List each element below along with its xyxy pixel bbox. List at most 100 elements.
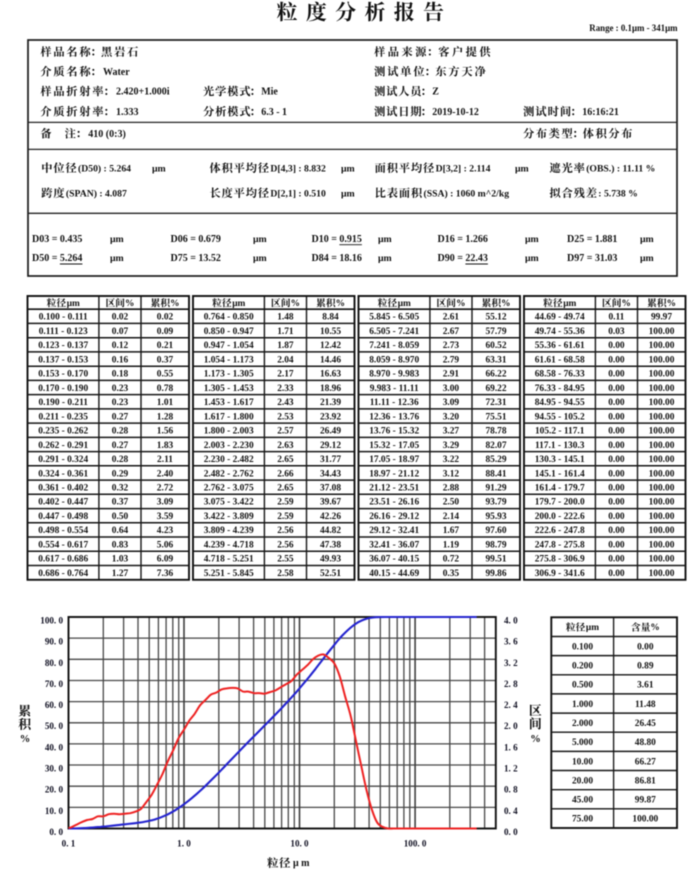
svg-text:(OBS.) : 11.11 %: (OBS.) : 11.11 % [586,163,655,174]
svg-text:66.27: 66.27 [635,757,656,767]
svg-text:4. 0: 4. 0 [504,616,518,626]
svg-text:0.00: 0.00 [608,484,625,494]
svg-text:%: % [530,734,541,745]
svg-text:D84 = 18.16: D84 = 18.16 [312,253,362,264]
svg-text:0.211 - 0.235: 0.211 - 0.235 [38,412,88,422]
svg-text:26.16 - 29.12: 26.16 - 29.12 [369,512,419,522]
svg-text:76.33 - 84.95: 76.33 - 84.95 [535,384,585,394]
svg-text:D16 = 1.266: D16 = 1.266 [438,234,488,245]
svg-text:14.46: 14.46 [320,355,341,365]
svg-text:D[4,3] : 8.832: D[4,3] : 8.832 [270,163,326,174]
svg-text:2.11: 2.11 [157,455,173,465]
svg-text:2.65: 2.65 [277,484,294,494]
svg-text:0.16: 0.16 [112,355,129,365]
svg-text:Water: Water [103,67,130,78]
svg-text:0.78: 0.78 [157,384,174,394]
svg-text:0.50: 0.50 [112,512,129,522]
svg-text:45.00: 45.00 [572,796,593,806]
svg-text:(SSA) : 1060 m^2/kg: (SSA) : 1060 m^2/kg [424,188,510,199]
svg-text:Range : 0.1μm - 341μm: Range : 0.1μm - 341μm [589,23,678,33]
svg-text:94.55 - 105.2: 94.55 - 105.2 [535,412,585,422]
svg-text:1.87: 1.87 [277,341,294,351]
svg-text:100.00: 100.00 [649,384,675,394]
svg-text:57.79: 57.79 [485,327,506,337]
svg-text:0. 4: 0. 4 [504,806,518,816]
svg-text:0.190 - 0.211: 0.190 - 0.211 [38,398,88,408]
svg-text:18.96: 18.96 [320,384,341,394]
svg-text:179.7 - 200.0: 179.7 - 200.0 [535,498,585,508]
svg-text:100.00: 100.00 [649,469,675,479]
svg-text:%: % [125,299,134,309]
svg-text:D03 = 0.435: D03 = 0.435 [32,234,82,245]
svg-text:105.2 - 117.1: 105.2 - 117.1 [535,427,585,437]
svg-text:0.498 - 0.554: 0.498 - 0.554 [38,526,88,536]
svg-text:100.00: 100.00 [649,512,675,522]
svg-text:%: % [291,299,300,309]
svg-text:μm: μm [398,299,411,309]
svg-text:0.00: 0.00 [608,512,625,522]
svg-text:99.87: 99.87 [635,796,656,806]
svg-text:37.08: 37.08 [320,484,341,494]
svg-text:3.075 - 3.422: 3.075 - 3.422 [204,498,254,508]
svg-text:1.67: 1.67 [443,526,460,536]
svg-text:%: % [622,299,631,309]
svg-text:Mie: Mie [261,87,278,98]
svg-text:μm: μm [110,234,124,245]
svg-text:7.241 - 8.059: 7.241 - 8.059 [369,341,419,351]
svg-text:μm: μm [152,163,166,174]
svg-text:D75 = 13.52: D75 = 13.52 [171,253,221,264]
svg-text:1.48: 1.48 [277,313,294,323]
svg-text:21.12 - 23.51: 21.12 - 23.51 [369,484,419,494]
svg-text:99.51: 99.51 [485,555,506,565]
svg-text:26.49: 26.49 [320,427,341,437]
svg-text:2.482 - 2.762: 2.482 - 2.762 [204,469,254,479]
svg-text:7.36: 7.36 [157,569,174,579]
svg-text:0.00: 0.00 [608,455,625,465]
svg-text:0.00: 0.00 [608,412,625,422]
svg-text:2.50: 2.50 [443,498,460,508]
svg-text:6.3 - 1: 6.3 - 1 [261,107,287,118]
svg-text:0. 0: 0. 0 [504,827,518,837]
svg-text:0.12: 0.12 [112,341,129,351]
svg-text:99.97: 99.97 [651,313,672,323]
svg-text:100.00: 100.00 [649,555,675,565]
svg-text:0.947 - 1.054: 0.947 - 1.054 [204,341,254,351]
svg-text:0.23: 0.23 [112,384,129,394]
svg-text:1.71: 1.71 [277,327,294,337]
svg-text:100.00: 100.00 [649,455,675,465]
svg-text:49.74 - 55.36: 49.74 - 55.36 [535,327,585,337]
svg-text:49.93: 49.93 [320,555,341,565]
svg-text:0. 0: 0. 0 [49,827,63,837]
svg-text:11.48: 11.48 [635,700,656,710]
svg-text:10.00: 10.00 [572,757,593,767]
svg-text:D50 = 5.264: D50 = 5.264 [32,253,82,264]
svg-text:18.97 - 21.12: 18.97 - 21.12 [369,469,419,479]
svg-text:2.63: 2.63 [277,441,294,451]
svg-text:2019-10-12: 2019-10-12 [432,107,479,118]
svg-text:1.19: 1.19 [443,541,460,551]
svg-text:D06 = 0.679: D06 = 0.679 [171,234,221,245]
svg-text:2.61: 2.61 [443,313,460,323]
svg-text:31.77: 31.77 [320,455,341,465]
svg-text:3. 6: 3. 6 [504,637,518,647]
svg-text:44.82: 44.82 [320,526,341,536]
svg-text:75.00: 75.00 [572,815,593,825]
svg-text:10.55: 10.55 [320,327,341,337]
svg-text:10. 0: 10. 0 [290,839,309,849]
svg-text:5.06: 5.06 [157,541,174,551]
svg-text:3.27: 3.27 [443,427,460,437]
svg-text:88.41: 88.41 [485,469,506,479]
svg-text:2.40: 2.40 [157,469,174,479]
svg-text:1.27: 1.27 [112,569,129,579]
svg-text:2.73: 2.73 [443,341,460,351]
svg-text:93.79: 93.79 [485,498,506,508]
svg-text:222.6 - 247.8: 222.6 - 247.8 [535,526,585,536]
svg-text:0.00: 0.00 [608,355,625,365]
svg-text:2.59: 2.59 [277,512,294,522]
svg-text:3.809 - 4.239: 3.809 - 4.239 [204,526,254,536]
svg-text:μm: μm [67,299,80,309]
svg-text:0.100 - 0.111: 0.100 - 0.111 [39,313,88,323]
svg-text:55.12: 55.12 [485,313,506,323]
svg-text:66.22: 66.22 [485,370,506,380]
svg-text:50. 0: 50. 0 [45,721,64,731]
